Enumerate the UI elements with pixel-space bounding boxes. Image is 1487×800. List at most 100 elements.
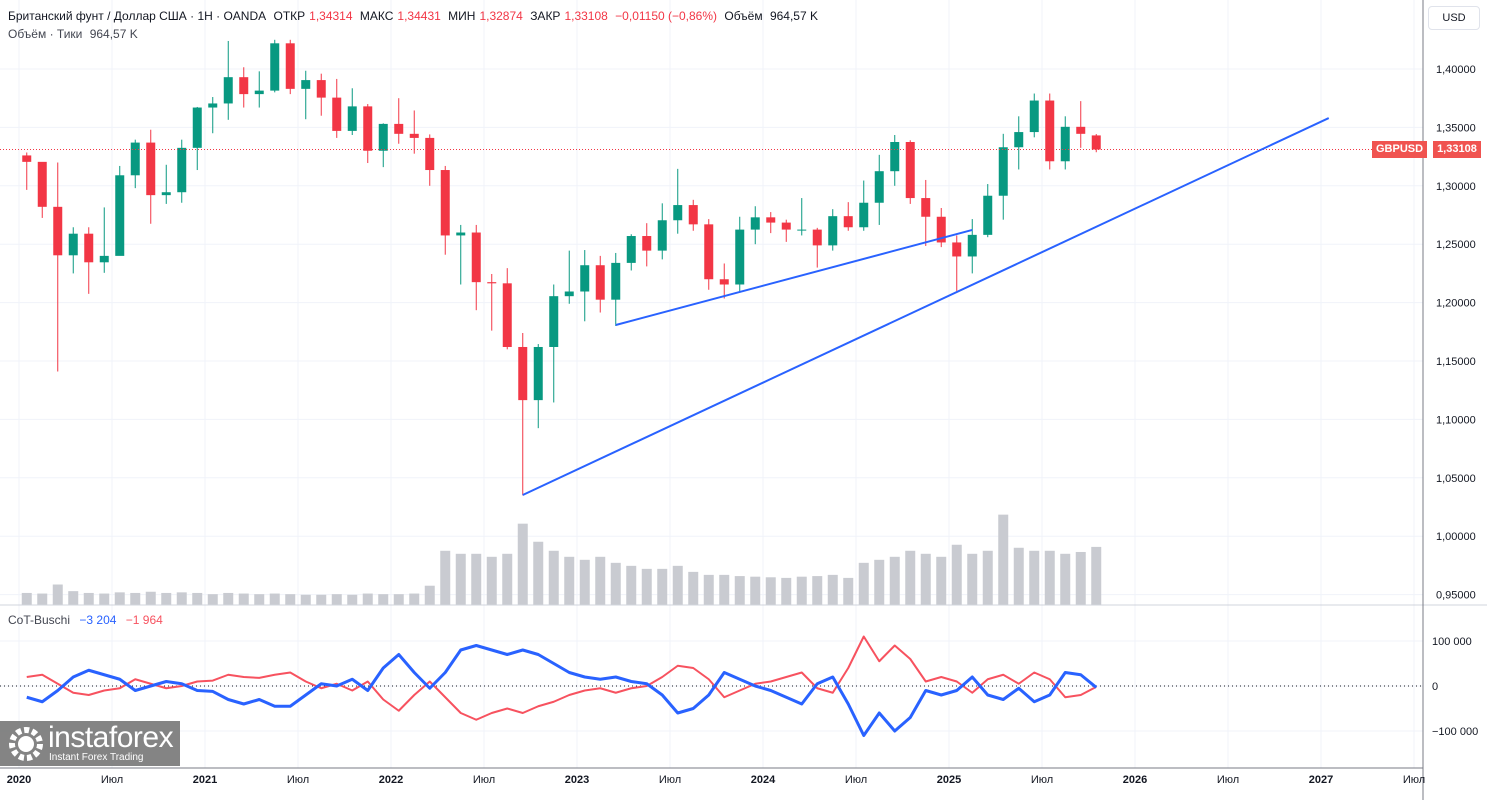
volume-bar	[1091, 546, 1102, 605]
candle-body	[642, 236, 652, 251]
last-price-tag: GBPUSD 1,33108	[1372, 141, 1481, 158]
volume-bar	[486, 556, 497, 605]
volume-bar	[161, 592, 172, 605]
candle-body	[905, 142, 915, 199]
candle-body	[53, 206, 63, 256]
open-label: ОТКР	[273, 9, 306, 23]
candle-body	[983, 195, 993, 235]
candle-body	[890, 142, 900, 172]
volume-bar	[967, 553, 978, 605]
high-value: 1,34431	[397, 9, 441, 23]
volume-bar	[471, 553, 482, 605]
change-value: −0,01150 (−0,86%)	[615, 9, 718, 23]
volume-bar	[1013, 547, 1024, 605]
time-tick-label: Июл	[473, 774, 495, 786]
volume-bar	[254, 594, 265, 605]
volume-bar	[269, 593, 280, 605]
price-tick-label: 1,20000	[1436, 298, 1476, 310]
volume-bar	[1029, 550, 1040, 605]
candle-body	[115, 175, 125, 256]
indicator-legend[interactable]: CoT-Buschi −3 204 −1 964	[8, 613, 163, 627]
indicator-line	[26, 635, 1097, 721]
price-tick-label: 1,10000	[1436, 414, 1476, 426]
indicator-red-value: −1 964	[125, 613, 163, 627]
volume-bar	[68, 591, 79, 605]
candle-body	[146, 142, 156, 196]
candle-body	[936, 216, 946, 243]
candle-body	[177, 147, 187, 193]
indicator-tick-label: −100 000	[1432, 726, 1478, 738]
logo-text: instaforex	[48, 721, 174, 754]
candle-body	[161, 192, 171, 196]
candle-body	[580, 265, 590, 292]
volume-bar	[905, 550, 916, 605]
volume-bar	[936, 556, 947, 605]
time-tick-label: 2024	[751, 774, 776, 786]
volume-bar	[951, 544, 962, 605]
volume-bar	[920, 553, 931, 605]
candle-body	[223, 77, 233, 104]
candle-body	[874, 171, 884, 203]
time-tick-label: Июл	[1403, 774, 1425, 786]
price-tick-label: 1,15000	[1436, 356, 1476, 368]
time-tick-label: Июл	[287, 774, 309, 786]
volume-bar	[1075, 551, 1086, 605]
indicator-line	[26, 644, 1098, 737]
indicator-blue-value: −3 204	[79, 613, 117, 627]
candle-body	[471, 232, 481, 283]
price-tick-label: 1,35000	[1436, 122, 1476, 134]
gear-icon	[9, 727, 43, 761]
volume-value-inline: 964,57 K	[769, 9, 818, 23]
volume-bar	[626, 565, 637, 605]
candle-body	[239, 77, 249, 95]
volume-bar	[812, 576, 823, 605]
volume-bar	[517, 523, 528, 605]
volume-bar	[331, 594, 342, 605]
candle-body	[1045, 100, 1055, 162]
candle-body	[797, 229, 807, 231]
volume-bar	[409, 593, 420, 605]
volume-legend-label: Объём · Тики	[8, 27, 83, 41]
volume-bar	[719, 574, 730, 605]
volume-bar	[52, 584, 63, 605]
instaforex-logo: instaforex Instant Forex Trading	[0, 721, 180, 766]
last-price-value: 1,33108	[1433, 141, 1481, 158]
candle-body	[456, 232, 466, 236]
time-tick-label: 2021	[193, 774, 217, 786]
indicator-tick-label: 0	[1432, 681, 1438, 693]
volume-bar	[610, 562, 621, 605]
candle-body	[378, 123, 388, 151]
volume-bar	[982, 550, 993, 605]
candle-body	[843, 216, 853, 228]
volume-bar	[362, 593, 373, 605]
candle-body	[285, 43, 295, 89]
volume-bar	[796, 576, 807, 605]
candle-body	[688, 205, 698, 225]
candle-body	[518, 346, 528, 401]
volume-bar	[1044, 550, 1055, 605]
candle-body	[254, 90, 264, 95]
trendline	[615, 228, 973, 326]
price-tick-label: 1,30000	[1436, 181, 1476, 193]
time-tick-label: Июл	[101, 774, 123, 786]
price-tick-label: 1,05000	[1436, 473, 1476, 485]
volume-bar	[145, 591, 156, 605]
volume-bar	[533, 541, 544, 605]
indicator-tick-label: 100 000	[1432, 636, 1472, 648]
candle-body	[952, 242, 962, 257]
open-value: 1,34314	[309, 9, 353, 23]
volume-bar	[703, 574, 714, 605]
candle-body	[192, 107, 202, 148]
volume-bar	[393, 594, 404, 605]
volume-bar	[130, 592, 141, 605]
volume-bar	[285, 594, 296, 605]
volume-bar	[347, 594, 358, 605]
time-tick-label: Июл	[1217, 774, 1239, 786]
time-tick-label: 2027	[1309, 774, 1333, 786]
volume-bar	[595, 556, 606, 605]
volume-bar	[734, 576, 745, 605]
currency-button[interactable]: USD	[1428, 6, 1480, 30]
candle-body	[316, 80, 326, 98]
volume-label-inline: Объём	[724, 9, 763, 23]
